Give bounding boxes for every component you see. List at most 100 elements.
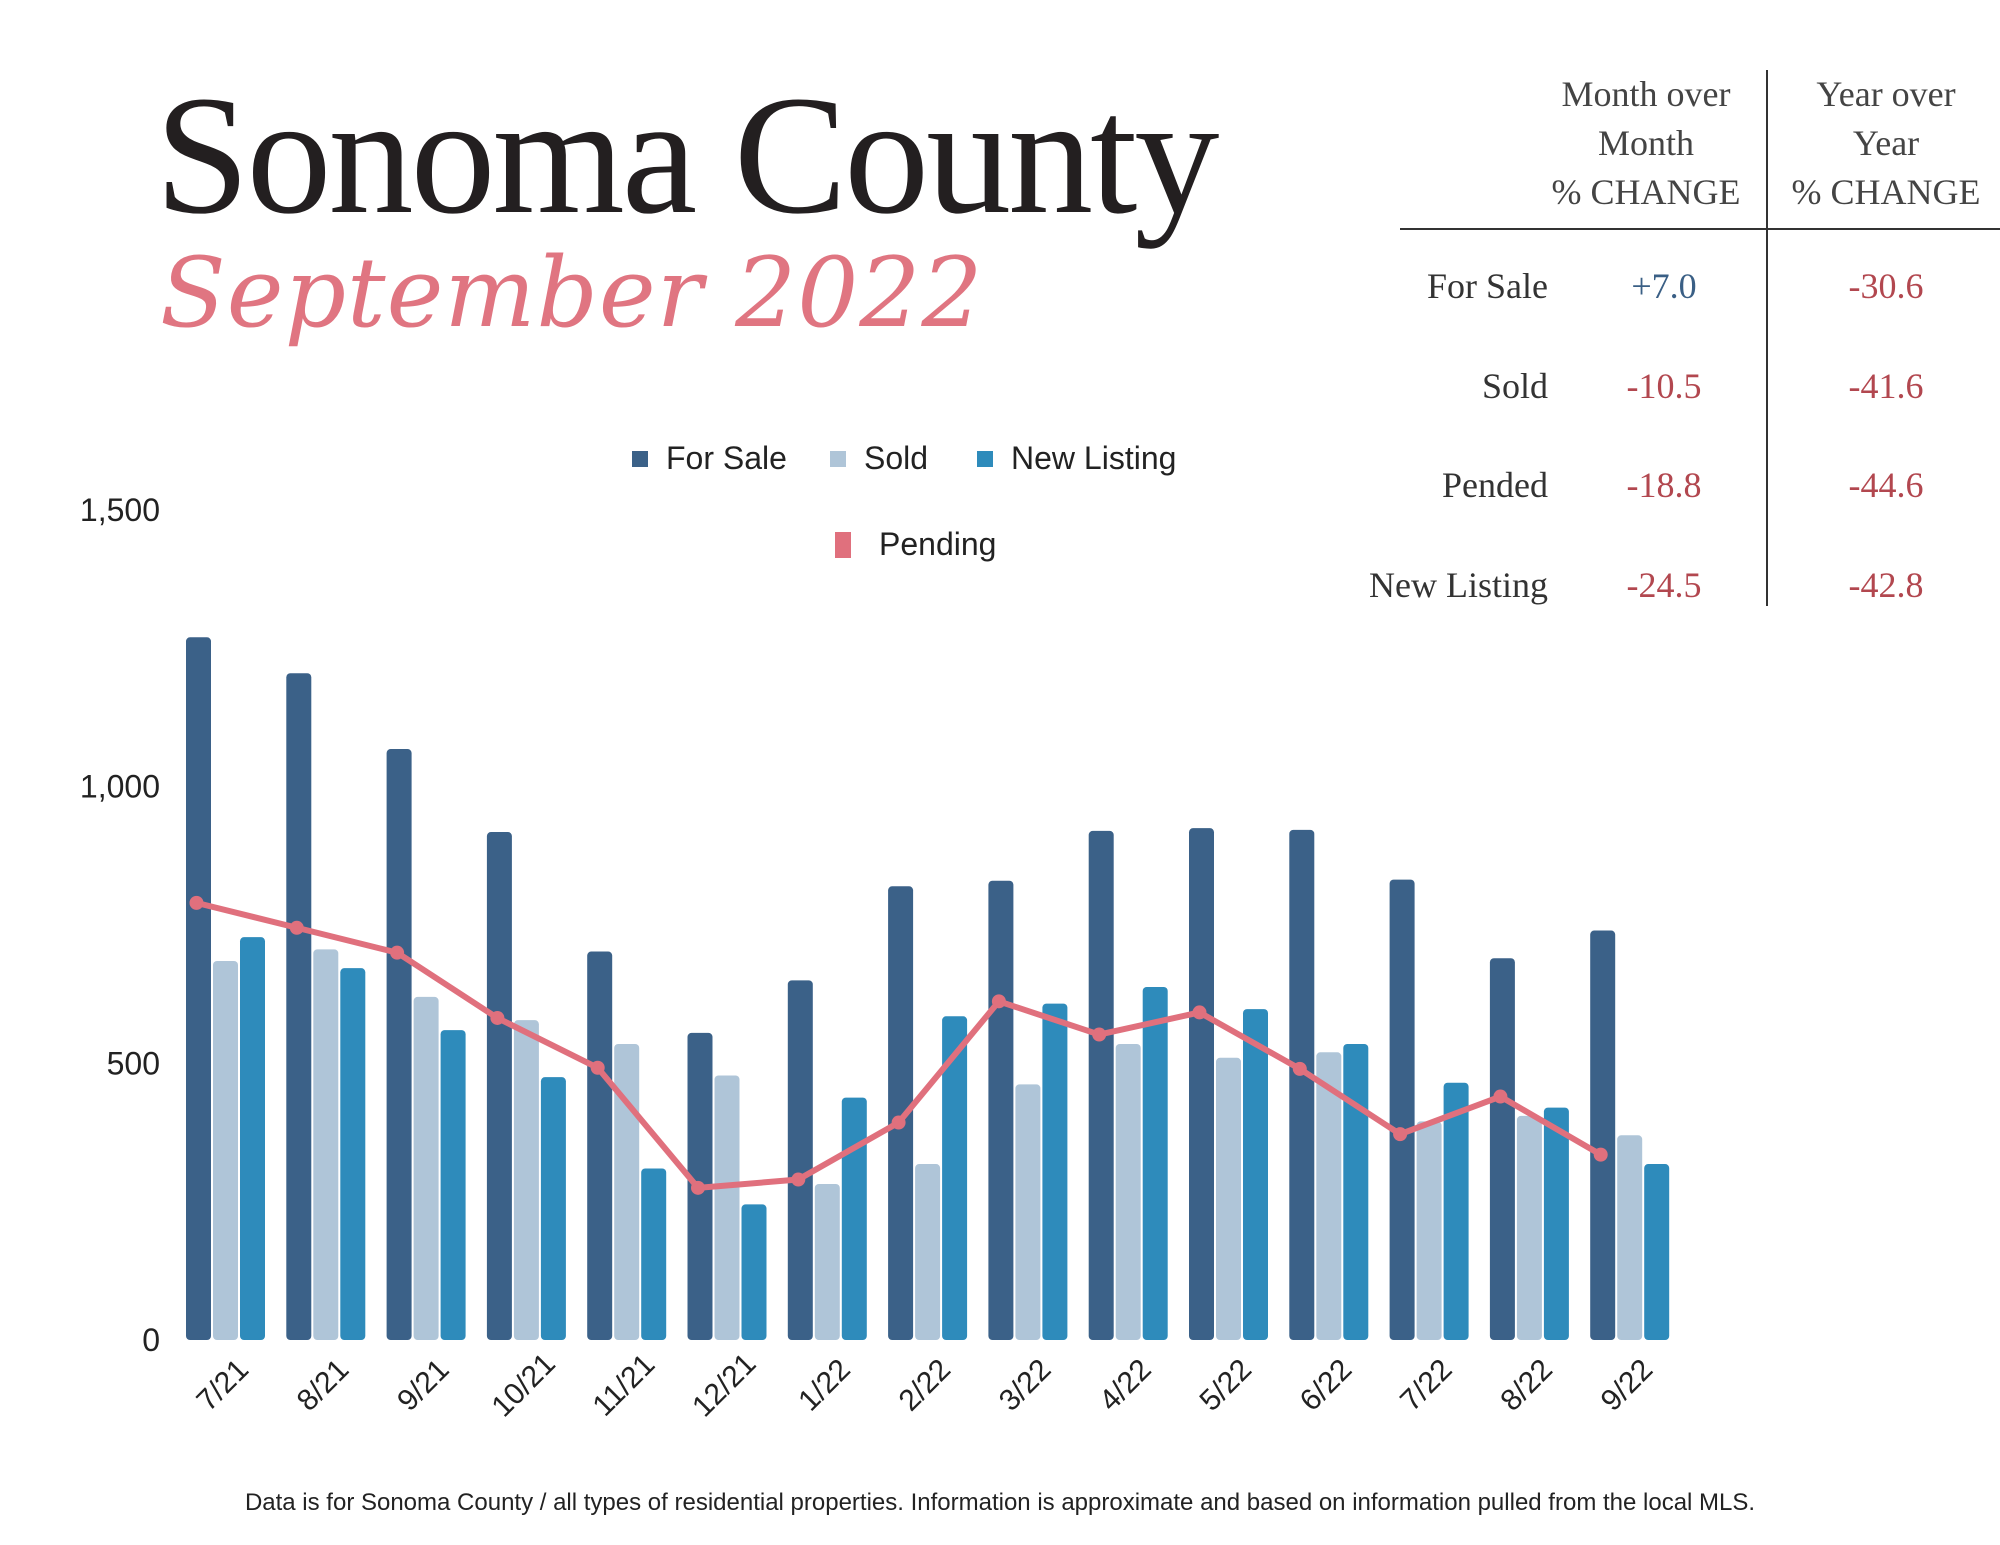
bar-for-sale (1590, 930, 1616, 1340)
page-subtitle: September 2022 (160, 237, 984, 349)
bar-for-sale (286, 673, 312, 1340)
bar-sold (1015, 1084, 1041, 1340)
x-tick-label: 1/22 (792, 1353, 857, 1418)
bar-new-listing (942, 1016, 968, 1340)
pending-point (691, 1180, 705, 1195)
bar-new-listing (240, 937, 265, 1340)
legend-label-pending: Pending (879, 526, 997, 562)
new-listing-mom-value: -24.5 (1626, 565, 1702, 605)
pending-point (1092, 1027, 1107, 1042)
bar-sold (1316, 1052, 1342, 1340)
bar-sold (614, 1043, 640, 1340)
row-label-pended: Pended (1442, 465, 1548, 505)
bar-new-listing (1343, 1043, 1369, 1340)
bar-new-listing (1543, 1107, 1569, 1340)
bar-sold (814, 1183, 840, 1340)
x-tick-label: 9/21 (391, 1353, 456, 1418)
bar-for-sale (186, 637, 211, 1340)
y-tick-label: 1,500 (80, 492, 160, 528)
bar-new-listing (440, 1030, 466, 1340)
legend-label-for-sale: For Sale (666, 440, 787, 476)
pended-mom-value: -18.8 (1626, 465, 1702, 505)
x-tick-label: 6/22 (1294, 1353, 1359, 1418)
column-header-line: % CHANGE (1551, 172, 1741, 212)
row-label-new-listing: New Listing (1369, 565, 1548, 605)
x-tick-label: 10/21 (485, 1347, 561, 1423)
bar-sold (213, 960, 238, 1340)
x-tick-label: 4/22 (1093, 1353, 1158, 1418)
bar-new-listing (841, 1097, 867, 1340)
bar-new-listing (1443, 1082, 1469, 1340)
y-tick-label: 500 (107, 1045, 160, 1081)
pending-point (1593, 1147, 1608, 1162)
legend-swatch-for-sale (632, 450, 648, 467)
legend-label-sold: Sold (864, 440, 929, 476)
bar-new-listing (540, 1077, 566, 1340)
x-tick-label: 8/22 (1494, 1353, 1559, 1418)
legend-item-sold: Sold (830, 440, 928, 477)
x-tick-label: 12/21 (686, 1347, 762, 1423)
pending-point (490, 1010, 505, 1025)
bar-for-sale (1389, 879, 1415, 1340)
legend-item-new-listing: New Listing (977, 440, 1176, 477)
column-header-month-over-month: Month over Month % CHANGE (1526, 70, 1766, 217)
row-label-sold: Sold (1481, 366, 1548, 406)
bar-line-chart: 1,500 1,000 500 0 7/21 8/21 9/21 10/21 11/21 12/2… (80, 492, 1670, 1423)
bar-for-sale (988, 880, 1014, 1340)
page-title: Sonoma County (155, 61, 1219, 249)
legend-item-pending: Pending (835, 526, 996, 563)
table-divider-vertical (1766, 70, 1768, 606)
bar-sold (1115, 1043, 1141, 1340)
x-tick-label: 3/22 (993, 1353, 1058, 1418)
pending-point (590, 1060, 605, 1075)
pending-point (891, 1115, 906, 1130)
bar-new-listing (741, 1204, 767, 1340)
legend-swatch-pending (835, 531, 851, 558)
y-tick-label: 0 (142, 1322, 160, 1358)
bar-for-sale (1289, 829, 1315, 1340)
new-listing-yoy-value: -42.8 (1848, 565, 1924, 605)
pending-point (390, 945, 405, 960)
bar-new-listing (1243, 1009, 1268, 1340)
pending-point (991, 994, 1006, 1009)
x-tick-label: 7/22 (1394, 1353, 1459, 1418)
bar-new-listing (641, 1168, 667, 1340)
footer-note: Data is for Sonoma County / all types of… (244, 1489, 1756, 1516)
for-sale-mom-value: +7.0 (1631, 266, 1697, 306)
bar-sold (413, 996, 439, 1340)
bar-for-sale (1088, 830, 1114, 1340)
legend-swatch-sold (830, 450, 846, 467)
sold-mom-value: -10.5 (1626, 366, 1702, 406)
bar-new-listing (340, 968, 366, 1340)
pended-yoy-value: -44.6 (1848, 465, 1924, 505)
bar-for-sale (888, 886, 914, 1340)
bar-sold (513, 1020, 539, 1340)
bar-sold (1516, 1115, 1542, 1340)
column-header-line: % CHANGE (1791, 172, 1981, 212)
pending-point (1393, 1127, 1408, 1142)
bar-sold (1617, 1135, 1643, 1340)
x-tick-label: 8/21 (291, 1353, 356, 1418)
legend-item-for-sale: For Sale (632, 440, 787, 477)
bar-new-listing (1142, 986, 1168, 1340)
bar-new-listing (1042, 1003, 1068, 1340)
column-header-line: Month (1597, 123, 1694, 163)
bar-new-listing (1644, 1164, 1670, 1340)
x-tick-label: 5/22 (1193, 1353, 1258, 1418)
pending-point (791, 1172, 806, 1187)
pending-point (189, 895, 204, 910)
pending-point (1493, 1089, 1508, 1104)
bar-for-sale (1189, 828, 1214, 1340)
summary-table: Month over Month % CHANGE Year over Year… (1330, 50, 2000, 630)
x-tick-label: 7/21 (190, 1353, 255, 1418)
table-divider-horizontal (1400, 228, 2000, 230)
bar-sold (714, 1075, 740, 1340)
bar-for-sale (787, 980, 813, 1340)
bar-for-sale (587, 951, 613, 1340)
bar-sold (1416, 1121, 1442, 1340)
sold-yoy-value: -41.6 (1848, 366, 1924, 406)
legend-swatch-new-listing (977, 450, 993, 467)
x-tick-label: 2/22 (893, 1353, 958, 1418)
column-header-line: Year over (1816, 74, 1956, 114)
pending-point (1192, 1005, 1207, 1020)
